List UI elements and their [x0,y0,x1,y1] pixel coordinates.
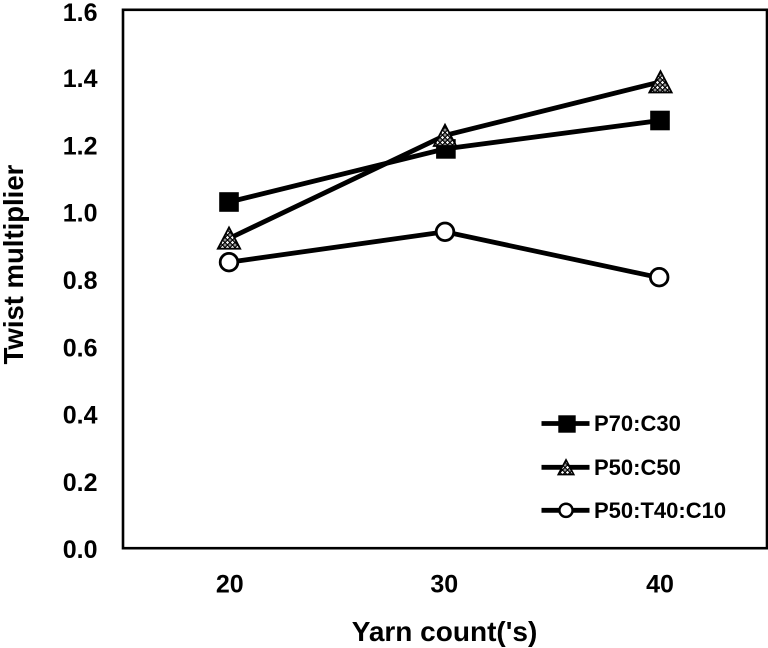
svg-text:0.6: 0.6 [63,334,98,362]
svg-text:20: 20 [216,571,244,599]
svg-text:Twist multiplier: Twist multiplier [0,164,29,364]
svg-text:1.0: 1.0 [63,200,98,228]
svg-text:Yarn count('s): Yarn count('s) [352,616,538,647]
svg-text:40: 40 [646,571,674,599]
svg-text:P50:C50: P50:C50 [594,455,681,480]
svg-text:0.4: 0.4 [63,402,98,430]
svg-text:0.2: 0.2 [63,469,98,497]
svg-text:1.2: 1.2 [63,132,98,160]
svg-text:1.6: 1.6 [63,0,98,27]
svg-text:P50:T40:C10: P50:T40:C10 [594,498,726,523]
svg-text:30: 30 [430,571,458,599]
svg-text:1.4: 1.4 [63,65,98,93]
svg-text:0.8: 0.8 [63,267,98,295]
svg-text:P70:C30: P70:C30 [594,411,681,436]
svg-text:0.0: 0.0 [63,536,98,564]
